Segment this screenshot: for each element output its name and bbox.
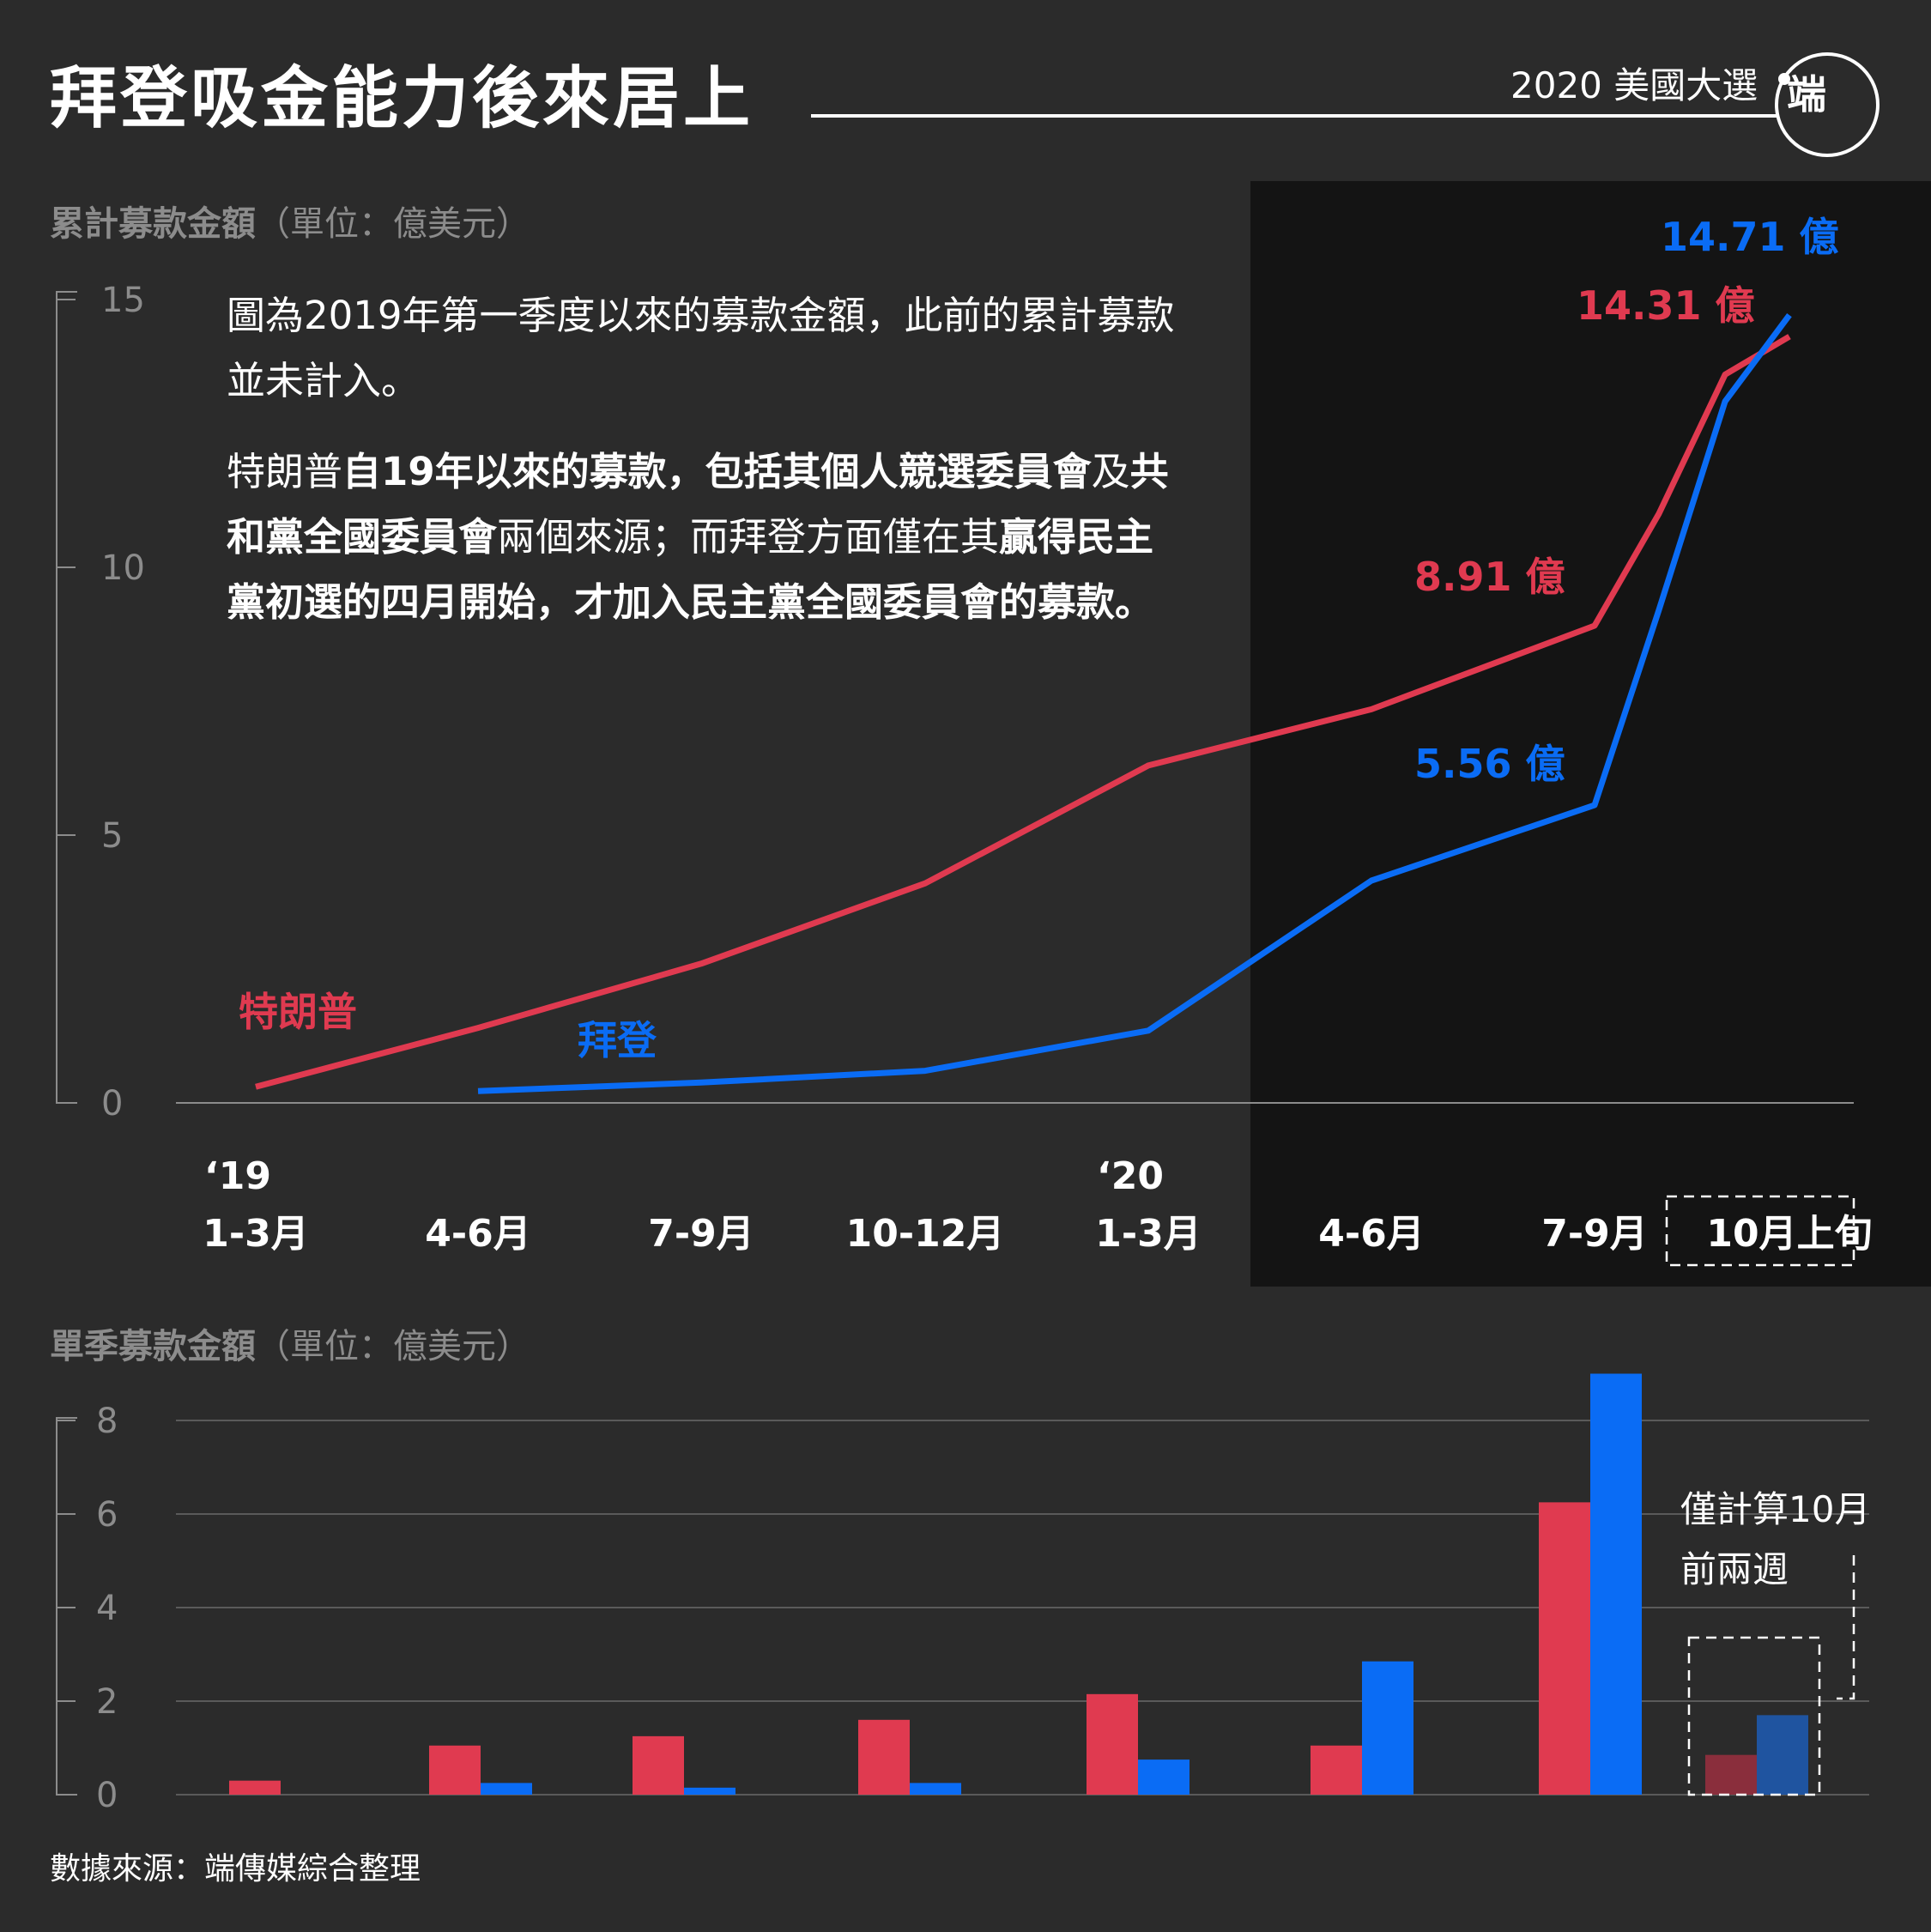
line-x-tick-label: 1-3月 bbox=[1095, 1212, 1202, 1256]
trump-end-value-label: 14.31 億 bbox=[1577, 282, 1755, 329]
bar-y-tick-label: 6 bbox=[96, 1495, 118, 1535]
biden-end-value-label: 14.71 億 bbox=[1661, 214, 1839, 260]
trump-bar bbox=[1705, 1754, 1757, 1795]
title-underline bbox=[811, 114, 1777, 118]
bar-y-tick-label: 0 bbox=[96, 1776, 118, 1815]
biden-bar bbox=[481, 1783, 532, 1795]
line-y-tick-label: 0 bbox=[101, 1084, 123, 1123]
biden-bar bbox=[1590, 1373, 1642, 1795]
data-source: 數據來源：端傳媒綜合整理 bbox=[50, 1851, 421, 1887]
bar-y-axis bbox=[56, 1417, 77, 1796]
note-and: 及 bbox=[1091, 449, 1130, 494]
partial-bar-marker bbox=[1687, 1636, 1821, 1796]
trump-bar bbox=[858, 1719, 910, 1795]
bar-y-tick-label: 8 bbox=[96, 1402, 118, 1441]
trump-bar bbox=[429, 1745, 481, 1795]
biden-series-label: 拜登 bbox=[578, 1017, 657, 1063]
note-trump-sources: 自19年以來的募款，包括其個人競選委員會 bbox=[342, 449, 1092, 494]
bar-y-tick-label: 4 bbox=[96, 1589, 118, 1628]
biden-bar bbox=[1138, 1759, 1189, 1795]
trump-q3-value-label: 8.91 億 bbox=[1414, 554, 1565, 600]
line-x-tick-label: 10月上旬 bbox=[1706, 1212, 1872, 1256]
bar-chart-title: 單季募款金額（單位：億美元） bbox=[50, 1318, 530, 1368]
note-biden-dnc: 贏得民主黨初選的四月開始，才加入民主黨全國委員會的募款。 bbox=[227, 514, 1154, 625]
trump-bar bbox=[1539, 1502, 1590, 1795]
line-x-tick-label: 1-3月 bbox=[203, 1212, 309, 1256]
line-chart-title-text: 累計募款金額 bbox=[50, 204, 256, 244]
trump-bar bbox=[633, 1735, 684, 1795]
note-rnc: 共和黨全國委員會 bbox=[227, 449, 1169, 560]
annotation-leader bbox=[1837, 1555, 1855, 1700]
logo-mark: 端 bbox=[1787, 71, 1826, 118]
series-label: 2020 美國大選 bbox=[1510, 64, 1758, 106]
biden-bar bbox=[1362, 1661, 1413, 1795]
line-x-year-label: ‘20 bbox=[1097, 1154, 1164, 1198]
note-trump: 特朗普 bbox=[227, 449, 343, 494]
biden-bar bbox=[910, 1783, 961, 1795]
line-chart-unit: （單位：億美元） bbox=[256, 204, 530, 244]
line-y-axis bbox=[56, 291, 77, 1104]
line-y-tick-label: 15 bbox=[101, 281, 145, 320]
partial-annotation-line2: 前兩週 bbox=[1680, 1548, 1789, 1590]
line-x-tick-label: 4-6月 bbox=[425, 1212, 531, 1256]
logo-dot-icon bbox=[1778, 73, 1790, 85]
partial-month-marker bbox=[1665, 1195, 1855, 1267]
line-x-tick-label: 4-6月 bbox=[1318, 1212, 1425, 1256]
line-chart-title: 累計募款金額（單位：億美元） bbox=[50, 196, 530, 245]
bar-y-tick-label: 2 bbox=[96, 1682, 118, 1722]
trump-bar bbox=[1311, 1745, 1362, 1795]
line-x-tick-label: 7-9月 bbox=[1541, 1212, 1648, 1256]
trump-line bbox=[255, 334, 1791, 1090]
trump-bar bbox=[229, 1780, 281, 1795]
trump-series-label: 特朗普 bbox=[239, 989, 357, 1035]
line-y-tick-label: 5 bbox=[101, 816, 123, 856]
bar-chart-unit: （單位：億美元） bbox=[256, 1327, 530, 1366]
logo-icon bbox=[1775, 52, 1880, 157]
note-biden-intro: 兩個來源；而拜登方面僅在其 bbox=[497, 514, 1000, 560]
line-x-tick-label: 7-9月 bbox=[648, 1212, 754, 1256]
trump-bar bbox=[1087, 1693, 1138, 1795]
note-paragraph-1: 圖為2019年第一季度以來的募款金額，此前的累計募款並未計入。 bbox=[227, 293, 1175, 403]
bar-chart-title-text: 單季募款金額 bbox=[50, 1327, 256, 1366]
biden-bar bbox=[1757, 1715, 1808, 1795]
biden-line bbox=[477, 313, 1792, 1094]
note-paragraph-2: 特朗普自19年以來的募款，包括其個人競選委員會及共和黨全國委員會兩個來源；而拜登… bbox=[227, 439, 1179, 635]
line-y-tick-label: 10 bbox=[101, 548, 145, 588]
partial-annotation-line1: 僅計算10月 bbox=[1680, 1488, 1870, 1530]
page-title: 拜登吸金能力後來居上 bbox=[50, 60, 754, 137]
line-x-tick-label: 10-12月 bbox=[846, 1212, 1005, 1256]
line-x-year-label: ‘19 bbox=[204, 1154, 271, 1198]
biden-bar bbox=[684, 1787, 735, 1795]
biden-q3-value-label: 5.56 億 bbox=[1414, 741, 1565, 787]
